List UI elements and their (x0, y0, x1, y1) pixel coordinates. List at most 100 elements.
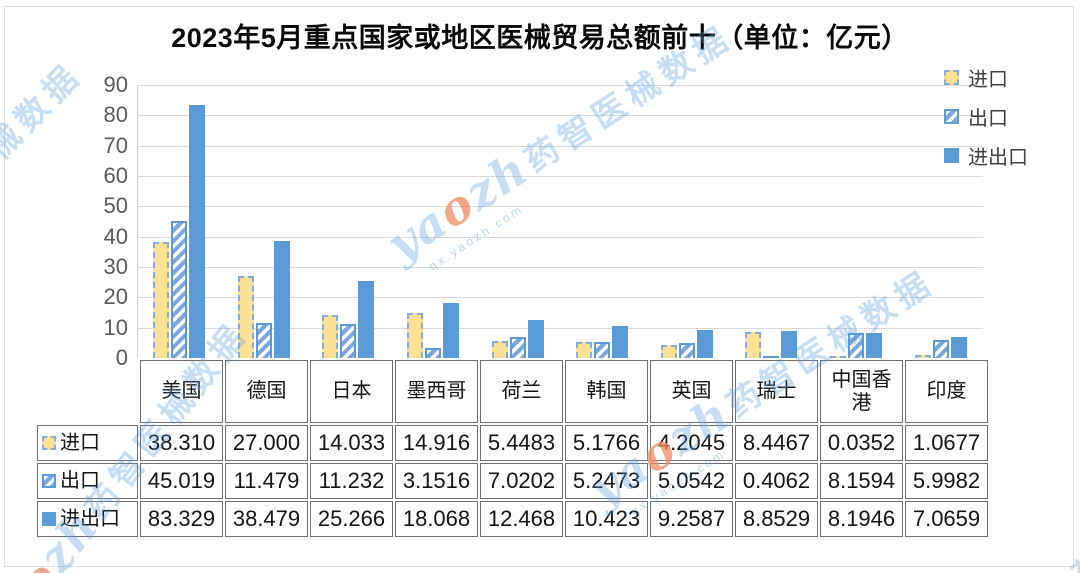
legend-item: 出口 (944, 103, 1028, 130)
table-value-cell: 4.2045 (650, 425, 733, 461)
bar-import (237, 276, 254, 358)
table-header-cell: 印度 (905, 360, 988, 423)
table-value-cell: 7.0659 (905, 501, 988, 537)
table-header-cell: 德国 (225, 360, 308, 423)
bar-export (678, 342, 695, 358)
gridline (137, 206, 983, 208)
table-header-cell: 美国 (140, 360, 223, 423)
y-tick-label: 50 (103, 193, 128, 219)
y-tick-label: 80 (103, 102, 128, 128)
plot-area (137, 85, 983, 358)
row-label-text: 进口 (60, 431, 100, 454)
table-value-cell: 8.1594 (820, 463, 903, 499)
bar-import (914, 354, 931, 358)
table-value-cell: 8.1946 (820, 501, 903, 537)
table-value-cell: 5.4483 (480, 425, 563, 461)
table-header-cell: 英国 (650, 360, 733, 423)
table-value-cell: 5.9982 (905, 463, 988, 499)
table-value-cell: 38.310 (140, 425, 223, 461)
bar-export (425, 348, 442, 358)
bar-export (932, 339, 949, 358)
table-value-cell: 5.1766 (565, 425, 648, 461)
table-value-cell: 14.033 (310, 425, 393, 461)
bar-export (509, 336, 526, 358)
bar-group-1 (137, 85, 222, 358)
row-label-text: 进出口 (60, 507, 120, 530)
y-axis-line (137, 85, 138, 358)
table-header-cell: 瑞士 (735, 360, 818, 423)
gridline (137, 327, 983, 329)
y-tick-label: 90 (103, 72, 128, 97)
bar-total (443, 303, 460, 358)
table-value-cell: 0.4062 (735, 463, 818, 499)
table-value-cell: 25.266 (310, 501, 393, 537)
legend-key-export-icon (944, 109, 959, 124)
bar-total (696, 329, 713, 358)
table-value-cell: 8.4467 (735, 425, 818, 461)
table-header-cell: 墨西哥 (395, 360, 478, 423)
gridline (137, 115, 983, 117)
bar-total (866, 333, 883, 358)
table-row-label: 进出口 (37, 501, 138, 537)
row-key-export-icon (42, 474, 56, 488)
y-tick-label: 40 (103, 223, 128, 249)
legend-label: 出口 (968, 108, 1008, 130)
row-key-import-icon (42, 436, 56, 450)
table-header-cell: 中国香港 (820, 360, 903, 423)
gridline (137, 85, 983, 86)
bar-group-2 (222, 85, 307, 358)
bar-group-8 (729, 85, 814, 358)
table-corner (37, 360, 138, 423)
table-row-label: 出口 (37, 463, 138, 499)
y-tick-label: 70 (103, 132, 128, 158)
watermark-brand-text: 药智医械数据 (1066, 433, 1080, 573)
table-value-cell: 8.8529 (735, 501, 818, 537)
table-value-cell: 10.423 (565, 501, 648, 537)
bar-export (340, 323, 357, 358)
legend-key-import-icon (944, 70, 959, 85)
gridline (137, 145, 983, 147)
chart-title: 2023年5月重点国家或地区医械贸易总额前十（单位：亿元） (171, 23, 909, 53)
watermark-orange-dot: o (8, 550, 71, 573)
bar-total (273, 241, 290, 358)
legend-label: 进出口 (968, 147, 1028, 169)
bar-group-4 (391, 85, 476, 358)
bar-export (848, 333, 865, 358)
data-table: 美国 德国 日本 墨西哥 荷兰 韩国 英国 瑞士 中国香港 印度 进口 38.310 27.000 14.… (37, 360, 988, 537)
bar-group-5 (475, 85, 560, 358)
y-tick-label: 60 (103, 163, 128, 188)
gridline (137, 267, 983, 268)
bar-export (763, 356, 780, 358)
bar-import (322, 315, 339, 358)
y-tick-label: 20 (103, 284, 128, 310)
gridline (137, 236, 983, 238)
bar-import (491, 341, 508, 358)
y-tick-label: 10 (103, 314, 128, 340)
bar-group-7 (645, 85, 730, 358)
legend-item: 进口 (944, 64, 1028, 91)
bar-import (576, 342, 593, 358)
legend-label: 进口 (968, 69, 1008, 91)
bar-total (781, 331, 798, 358)
table-value-cell: 18.068 (395, 501, 478, 537)
legend-key-total-icon (944, 148, 959, 163)
table-value-cell: 3.1516 (395, 463, 478, 499)
table-value-cell: 14.916 (395, 425, 478, 461)
y-tick-label: 0 (115, 345, 128, 370)
table-value-cell: 7.0202 (480, 463, 563, 499)
bar-group-3 (306, 85, 391, 358)
table-value-cell: 83.329 (140, 501, 223, 537)
row-label-text: 出口 (60, 469, 100, 492)
table-value-cell: 38.479 (225, 501, 308, 537)
gridline (137, 176, 983, 177)
bar-import (407, 312, 424, 358)
bar-group-9 (814, 85, 899, 358)
table-value-cell: 5.2473 (565, 463, 648, 499)
bar-total (612, 326, 629, 358)
bar-total (358, 281, 375, 358)
table-value-cell: 45.019 (140, 463, 223, 499)
bar-export (171, 221, 188, 358)
table-value-cell: 9.2587 (650, 501, 733, 537)
bar-export (594, 342, 611, 358)
